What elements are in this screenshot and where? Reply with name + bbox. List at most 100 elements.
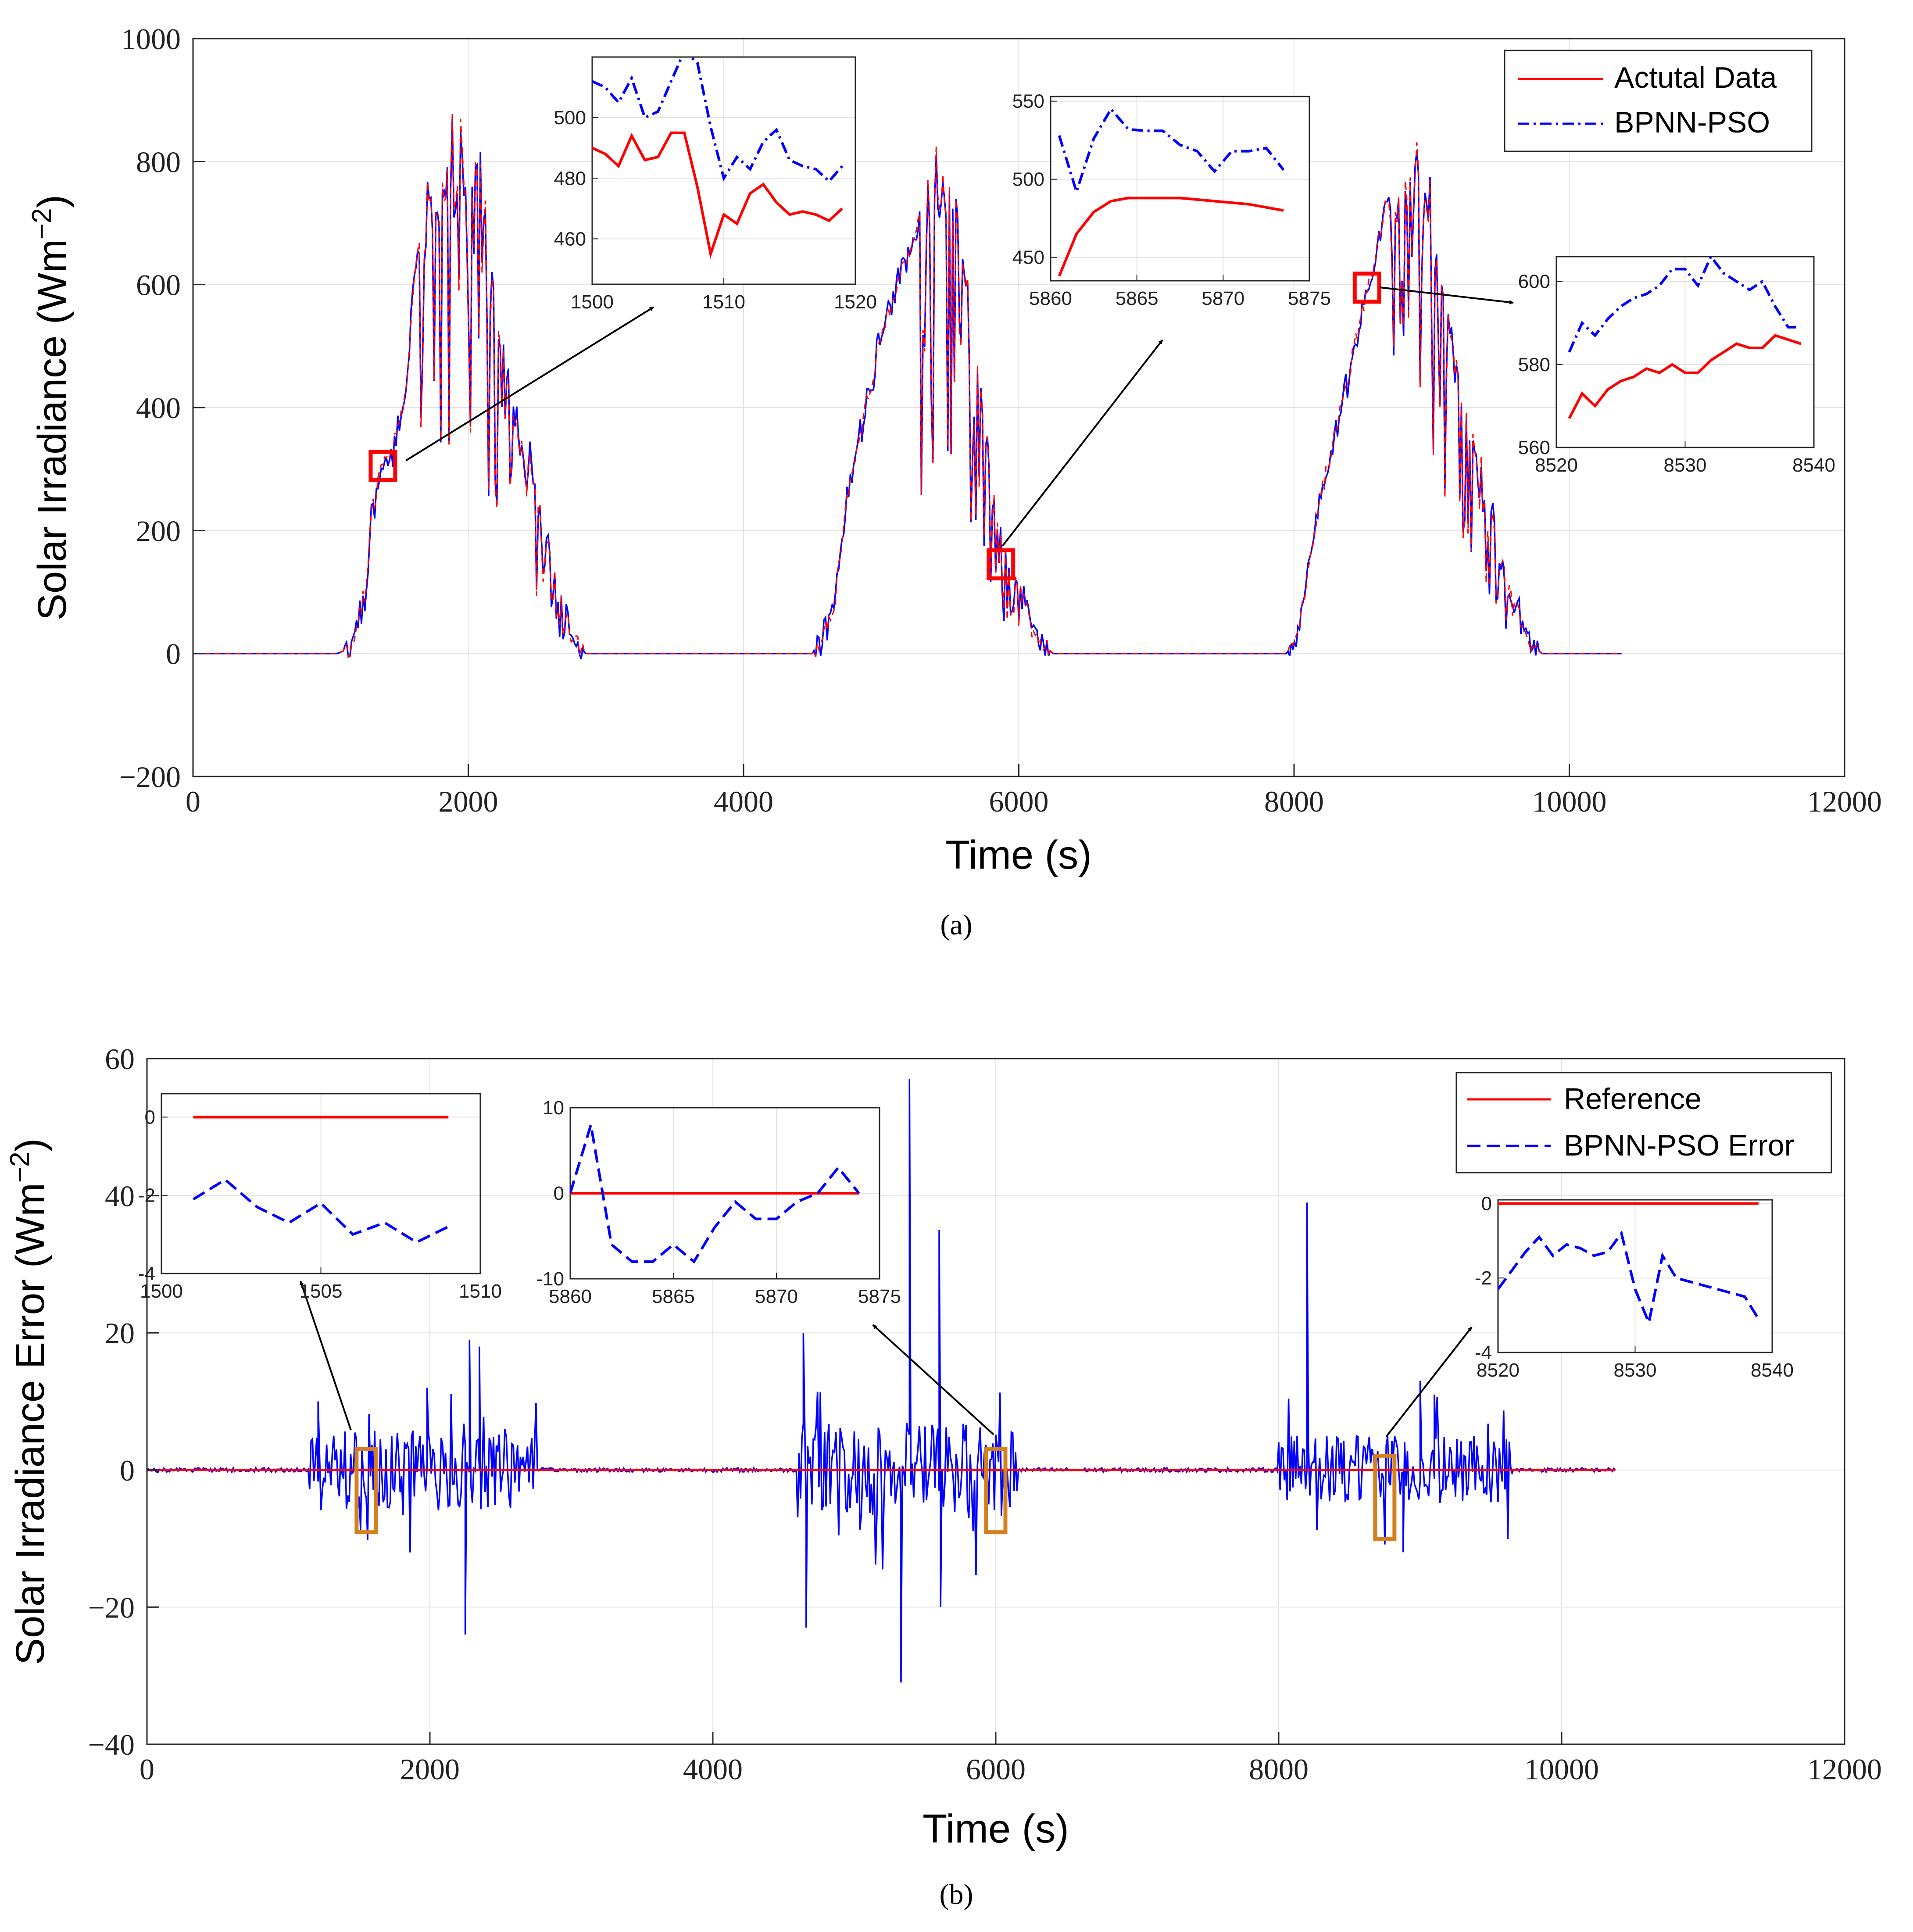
a-tick-label-x: 0 bbox=[186, 785, 200, 818]
x-axis-label-b: Time (s) bbox=[923, 1807, 1069, 1851]
legend-a: Actutal Data BPNN-PSO bbox=[1504, 50, 1813, 152]
inset-b-3-tick-label-y: -2 bbox=[1475, 1267, 1492, 1289]
a-tick-label-x: 6000 bbox=[989, 785, 1049, 818]
inset-b-3-tick-label-x: 8530 bbox=[1614, 1360, 1657, 1381]
inset-a-3-tick-label-x: 8540 bbox=[1792, 454, 1835, 476]
inset-a-2-frame-border bbox=[1050, 96, 1310, 282]
a-tick-label-y: 400 bbox=[136, 391, 181, 425]
inset-line-bpnn-pso bbox=[592, 57, 844, 183]
a-tick-label-y: 600 bbox=[136, 268, 181, 302]
inset-a-1-tick-label-y: 500 bbox=[554, 107, 586, 129]
inset-line-bpnn-pso bbox=[1568, 257, 1801, 353]
inset-b-1-tick-label-x: 1505 bbox=[300, 1281, 343, 1302]
insets-a: 1500 1510 1520 460 480 500 5860 5865 5870 5875 450… bbox=[554, 56, 1835, 476]
caption-b: (b) bbox=[940, 1878, 973, 1911]
a-tick-label-y: 0 bbox=[166, 637, 181, 671]
inset-a-2-tick-label-x: 5870 bbox=[1201, 288, 1244, 309]
a-tick-label-x: 8000 bbox=[1264, 785, 1324, 818]
b-tick-label-y: −40 bbox=[88, 1728, 135, 1761]
b-tick-label-y: 20 bbox=[105, 1317, 135, 1350]
zoom-arrow-b-1 bbox=[300, 1281, 352, 1431]
insets-b: 1500 1505 1510 -4 -2 0 5860 5865 5870 5875 -10 0 10 8… bbox=[138, 1093, 1794, 1381]
inset-b-1-tick-label-x: 1510 bbox=[459, 1281, 502, 1302]
inset-line-actual bbox=[1568, 334, 1802, 419]
zoom-box-b-3 bbox=[1373, 1453, 1397, 1541]
ticks-a: 0 2000 4000 6000 8000 10000 12000−200020040060… bbox=[119, 22, 1882, 818]
b-tick-label-x: 10000 bbox=[1524, 1753, 1599, 1786]
inset-a-3-tick-label-y: 600 bbox=[1518, 271, 1550, 293]
b-tick-label-y: 60 bbox=[105, 1042, 135, 1076]
y-axis-label-b: Solar Irradiance Error (Wm−2) bbox=[5, 1138, 53, 1665]
zoom-arrows-b bbox=[300, 1281, 1473, 1438]
caption-a: (a) bbox=[940, 909, 972, 941]
b-tick-label-y: 40 bbox=[105, 1180, 135, 1213]
inset-a-2-tick-label-y: 450 bbox=[1012, 247, 1044, 268]
a-tick-label-x: 2000 bbox=[439, 785, 498, 818]
inset-a-3-tick-label-y: 580 bbox=[1518, 354, 1550, 376]
a-tick-label-y: 200 bbox=[136, 514, 181, 547]
b-tick-label-x: 6000 bbox=[966, 1753, 1026, 1786]
inset-b-1: 1500 1505 1510 -4 -2 0 bbox=[138, 1093, 502, 1302]
inset-a-2: 5860 5865 5870 5875 450 500 550 bbox=[1012, 91, 1331, 309]
inset-a-1-tick-label-y: 460 bbox=[554, 228, 586, 250]
inset-a-3-tick-label-x: 8530 bbox=[1664, 454, 1707, 476]
inset-line-actual bbox=[1058, 197, 1284, 277]
inset-b-2-tick-label-y: 10 bbox=[543, 1097, 564, 1119]
inset-b-3-tick-label-y: 0 bbox=[1481, 1193, 1492, 1214]
legend-box-a bbox=[1504, 50, 1813, 152]
zoom-arrow-b-2 bbox=[872, 1324, 994, 1435]
inset-b-1-tick-label-y: -2 bbox=[138, 1185, 155, 1206]
inset-b-2-tick-label-y: -10 bbox=[536, 1268, 564, 1290]
inset-a-2-tick-label-x: 5865 bbox=[1116, 288, 1159, 309]
legend-label-reference: Reference bbox=[1564, 1082, 1702, 1116]
a-tick-label-y: 800 bbox=[136, 145, 181, 179]
inset-b-1-tick-label-x: 1500 bbox=[140, 1281, 183, 1302]
inset-b-3-frame-border bbox=[1497, 1199, 1773, 1353]
inset-b-2-tick-label-x: 5865 bbox=[652, 1286, 695, 1307]
series-group-b bbox=[146, 1079, 1616, 1683]
inset-a-3: 8520 8530 8540 560 580 600 bbox=[1518, 256, 1835, 476]
inset-b-3-tick-label-y: -4 bbox=[1475, 1342, 1492, 1363]
inset-a-1-tick-label-x: 1510 bbox=[702, 291, 745, 313]
inset-a-3-tick-label-x: 8520 bbox=[1535, 454, 1578, 476]
zoom-arrow-b-3 bbox=[1385, 1326, 1473, 1438]
zoom-arrow-a-2 bbox=[1001, 339, 1163, 547]
a-tick-label-x: 12000 bbox=[1807, 785, 1882, 818]
b-tick-label-y: 0 bbox=[120, 1454, 135, 1487]
a-tick-label-x: 4000 bbox=[714, 785, 773, 818]
inset-a-1-frame-border bbox=[591, 56, 856, 285]
inset-a-2-tick-label-y: 500 bbox=[1012, 169, 1044, 190]
inset-a-1-tick-label-x: 1520 bbox=[834, 291, 877, 313]
inset-line-actual bbox=[592, 131, 844, 259]
b-tick-label-x: 0 bbox=[139, 1753, 154, 1786]
inset-b-2-tick-label-x: 5870 bbox=[755, 1286, 798, 1307]
inset-line-bpnn-pso-error bbox=[1498, 1230, 1760, 1327]
y-axis-label-a: Solar Irradiance (Wm−2) bbox=[27, 195, 75, 620]
legend-box-b bbox=[1455, 1072, 1832, 1174]
legend-label-bpnn-pso: BPNN-PSO bbox=[1614, 106, 1770, 139]
inset-a-2-tick-label-y: 550 bbox=[1012, 91, 1044, 112]
zoom-arrows-a bbox=[405, 286, 1514, 547]
legend-label-bpnn-pso-error: BPNN-PSO Error bbox=[1564, 1129, 1794, 1162]
inset-b-1-frame-border bbox=[161, 1093, 481, 1274]
b-tick-label-x: 8000 bbox=[1249, 1753, 1309, 1786]
inset-b-2-tick-label-y: 0 bbox=[554, 1183, 564, 1204]
inset-a-3-frame-border bbox=[1555, 256, 1815, 448]
b-tick-label-x: 12000 bbox=[1807, 1753, 1882, 1786]
inset-line-bpnn-pso-error bbox=[193, 1178, 449, 1244]
legend-b: Reference BPNN-PSO Error bbox=[1455, 1072, 1832, 1174]
zoom-box-b-2 bbox=[984, 1447, 1008, 1535]
zoom-boxes-b bbox=[354, 1447, 1397, 1541]
series-group-a bbox=[193, 114, 1622, 659]
inset-a-2-tick-label-x: 5875 bbox=[1288, 288, 1331, 309]
zoom-arrow-a-1 bbox=[405, 306, 654, 462]
x-axis-label-a: Time (s) bbox=[945, 833, 1092, 877]
inset-line-bpnn-pso-error bbox=[570, 1124, 860, 1264]
inset-a-1-tick-label-x: 1500 bbox=[571, 291, 614, 313]
zoom-box-a-2 bbox=[987, 548, 1015, 580]
inset-b-2-tick-label-x: 5860 bbox=[549, 1286, 592, 1307]
a-tick-label-y: −200 bbox=[119, 760, 181, 794]
inset-b-2-tick-label-x: 5875 bbox=[858, 1286, 901, 1307]
